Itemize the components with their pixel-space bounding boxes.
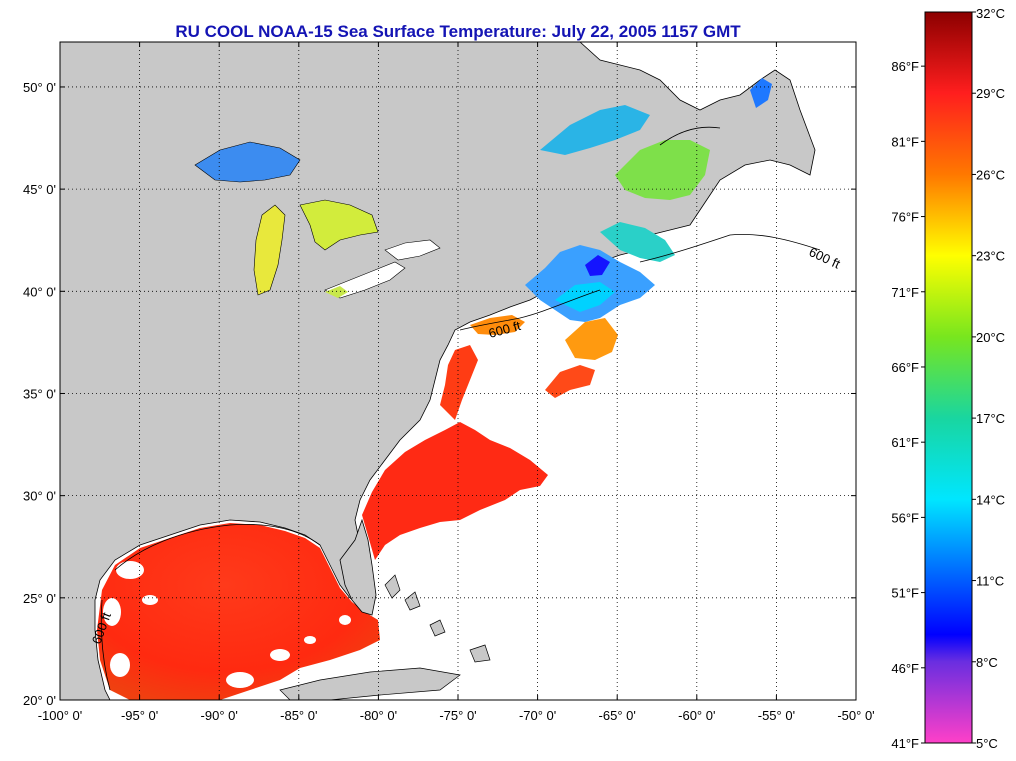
fahrenheit-label: 81°F xyxy=(891,134,919,149)
north-america-land xyxy=(60,42,816,700)
georges-bank-cool xyxy=(555,282,615,312)
gulf-of-mexico-sst xyxy=(97,523,380,700)
fahrenheit-label: 46°F xyxy=(891,661,919,676)
fahrenheit-label: 41°F xyxy=(891,736,919,751)
lake-erie-green xyxy=(325,286,348,298)
bathymetry-contours xyxy=(100,126,821,691)
temperature-colorbar: 32°C 29°C 26°C 23°C 20°C 17°C 14°C 11°C 8°C 5°C 86… xyxy=(891,6,1005,751)
celsius-label: 5°C xyxy=(976,736,998,751)
maine-coast-cold xyxy=(585,255,610,276)
lon-tick-label: -50° 0' xyxy=(837,708,874,723)
colorbar-scale xyxy=(924,11,973,744)
lon-tick-label: -75° 0' xyxy=(439,708,476,723)
lon-tick-label: -90° 0' xyxy=(201,708,238,723)
celsius-label: 20°C xyxy=(976,330,1005,345)
labrador-sst xyxy=(750,78,772,108)
offshore-warm-eddy xyxy=(545,365,595,398)
fahrenheit-label: 51°F xyxy=(891,586,919,601)
lat-tick-label: 40° 0' xyxy=(23,284,56,299)
lat-tick-label: 50° 0' xyxy=(23,80,56,95)
lake-michigan-sst xyxy=(253,204,286,296)
lon-tick-label: -70° 0' xyxy=(519,708,556,723)
lake-ontario-sst xyxy=(384,239,441,261)
celsius-label: 8°C xyxy=(976,655,998,670)
lon-tick-label: -55° 0' xyxy=(758,708,795,723)
celsius-label: 11°C xyxy=(976,574,1004,589)
gulf-stream-sst xyxy=(362,422,548,560)
celsius-label: 14°C xyxy=(976,492,1005,507)
gulf-cloud-gaps xyxy=(103,561,351,688)
lake-superior-sst xyxy=(194,141,301,183)
lon-tick-label: -65° 0' xyxy=(599,708,636,723)
gulf-st-lawrence-sst xyxy=(615,140,710,200)
axis-ticks: -100° 0' -95° 0' -90° 0' -85° 0' -80° 0' -75°… xyxy=(23,42,875,723)
celsius-label: 32°C xyxy=(976,6,1005,21)
map-content: 600 ft 600 ft 600 ft xyxy=(60,42,856,700)
caribbean-islands xyxy=(279,574,491,700)
lon-tick-label: -100° 0' xyxy=(38,708,83,723)
lon-tick-label: -60° 0' xyxy=(678,708,715,723)
fahrenheit-label: 71°F xyxy=(891,285,919,300)
map-title: RU COOL NOAA-15 Sea Surface Temperature:… xyxy=(175,22,741,41)
lon-tick-label: -95° 0' xyxy=(121,708,158,723)
lat-tick-label: 45° 0' xyxy=(23,182,56,197)
nova-scotia-shelf-sst xyxy=(600,222,675,262)
fahrenheit-label: 56°F xyxy=(891,510,919,525)
graticule-grid xyxy=(60,42,856,700)
fahrenheit-label: 86°F xyxy=(891,59,919,74)
lon-tick-label: -85° 0' xyxy=(280,708,317,723)
lake-huron-sst xyxy=(299,199,379,251)
lat-tick-label: 20° 0' xyxy=(23,693,56,708)
celsius-label: 26°C xyxy=(976,167,1005,182)
florida-peninsula xyxy=(339,518,377,616)
celsius-label: 29°C xyxy=(976,86,1005,101)
celsius-label: 17°C xyxy=(976,411,1005,426)
st-lawrence-estuary-sst xyxy=(540,105,650,155)
celsius-label: 23°C xyxy=(976,249,1005,264)
lake-erie-sst xyxy=(324,261,406,299)
lat-tick-label: 30° 0' xyxy=(23,489,56,504)
fahrenheit-label: 61°F xyxy=(891,435,919,450)
fahrenheit-label: 76°F xyxy=(891,210,919,225)
fahrenheit-label: 66°F xyxy=(891,360,919,375)
shelf-sst-orange xyxy=(565,318,618,360)
lon-tick-label: -80° 0' xyxy=(360,708,397,723)
lat-tick-label: 35° 0' xyxy=(23,386,56,401)
mid-atlantic-sst xyxy=(440,345,478,420)
lat-tick-label: 25° 0' xyxy=(23,591,56,606)
